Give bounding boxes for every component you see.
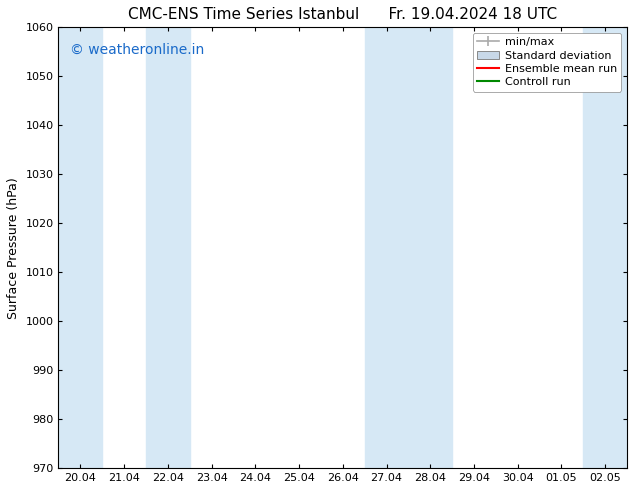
Title: CMC-ENS Time Series Istanbul      Fr. 19.04.2024 18 UTC: CMC-ENS Time Series Istanbul Fr. 19.04.2… [128, 7, 557, 22]
Bar [58, 27, 102, 468]
Legend: min/max, Standard deviation, Ensemble mean run, Controll run: min/max, Standard deviation, Ensemble me… [472, 33, 621, 92]
Bar [365, 27, 452, 468]
Bar [583, 27, 627, 468]
Bar [146, 27, 190, 468]
Y-axis label: Surface Pressure (hPa): Surface Pressure (hPa) [7, 177, 20, 318]
Text: © weatheronline.in: © weatheronline.in [70, 43, 204, 57]
